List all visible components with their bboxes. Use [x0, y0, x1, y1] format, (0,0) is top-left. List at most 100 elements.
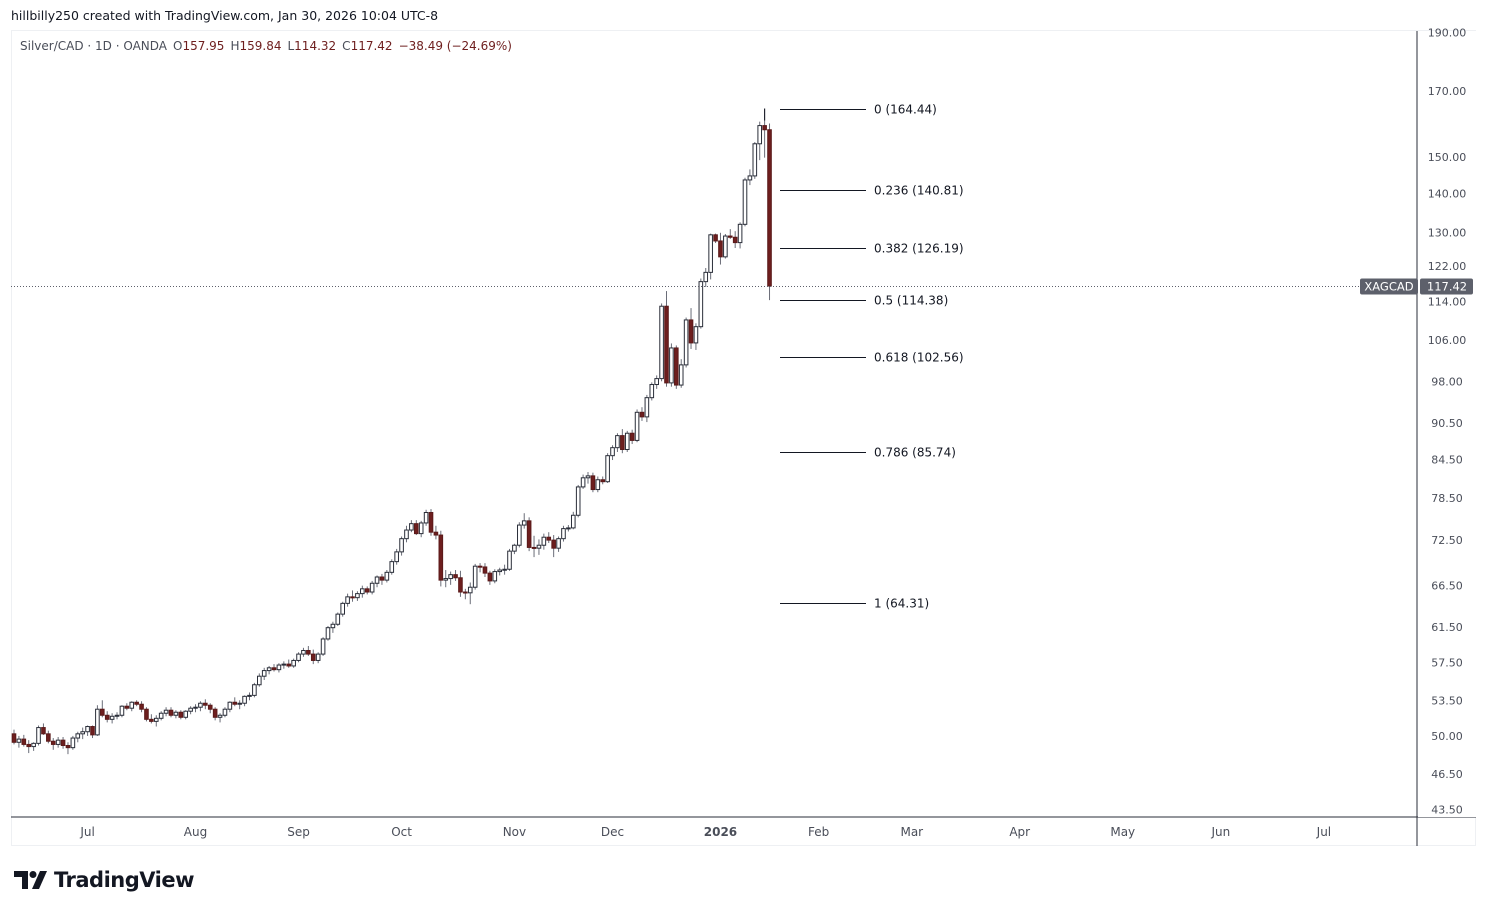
candle-body-up [188, 707, 193, 712]
candle [80, 727, 85, 740]
last-price-badge [1420, 278, 1473, 295]
candle-body-up [360, 588, 365, 595]
candle [541, 533, 547, 550]
candle-body-down [727, 235, 733, 238]
candle-body-up [222, 708, 228, 716]
price-tick-label: 106.00 [1428, 334, 1467, 347]
candle-body-up [610, 447, 615, 457]
candle-body-down [379, 576, 385, 581]
candle-body-up [389, 561, 395, 573]
candle [330, 621, 336, 633]
candle-body-up [708, 234, 713, 273]
candle [310, 649, 316, 665]
candle [639, 407, 645, 421]
candle [413, 520, 419, 536]
candle-body-up [75, 733, 81, 739]
price-tick-label: 130.00 [1428, 226, 1467, 239]
time-tick-label: Sep [287, 825, 310, 839]
price-tick-label: 140.00 [1428, 187, 1467, 200]
candle-body-down [600, 479, 606, 483]
candle [634, 409, 640, 443]
candle-body-down [664, 305, 669, 384]
candle [355, 591, 360, 601]
candle-body-up [384, 571, 390, 581]
candle [36, 725, 41, 746]
time-tick-label: 2026 [704, 825, 737, 839]
candle [482, 563, 488, 577]
candle [394, 548, 399, 565]
candle [252, 682, 257, 698]
price-tick-label: 57.50 [1431, 656, 1463, 669]
candle [70, 735, 76, 750]
price-tick-label: 66.50 [1431, 580, 1463, 593]
last-price-marker: XAGCAD 117.42 [11, 278, 1473, 295]
candle [649, 382, 655, 401]
candle-body-down [526, 520, 532, 548]
candle [732, 231, 738, 249]
candle-body-up [536, 544, 542, 549]
candle [203, 699, 208, 710]
candle-body-down [620, 435, 625, 451]
candle-body-up [556, 538, 561, 549]
attribution-text: hillbilly250 created with TradingView.co… [11, 8, 439, 23]
candle-body-up [16, 738, 22, 743]
candle [21, 734, 27, 747]
time-axis: Jul Aug Sep Oct Nov Dec 2026 Feb Mar Apr May Jun Jul [79, 825, 1331, 839]
candle [281, 661, 287, 669]
price-tick-label: 78.50 [1431, 492, 1463, 505]
candle [551, 535, 556, 558]
candle [556, 536, 561, 552]
price-tick-label: 122.00 [1428, 260, 1467, 273]
price-tick-label: 53.50 [1431, 694, 1463, 707]
candle [65, 742, 71, 755]
candle [271, 664, 277, 672]
candle [114, 712, 120, 720]
candle-body-down [413, 523, 419, 535]
candle [727, 229, 733, 239]
candle [698, 278, 704, 329]
candle [546, 532, 552, 544]
candle [242, 695, 247, 707]
candle-body-up [291, 659, 296, 667]
candle [502, 564, 507, 575]
time-tick-label: Feb [808, 825, 829, 839]
candle [109, 713, 115, 724]
candle-body-down [50, 740, 56, 745]
candle-body-down [718, 240, 723, 258]
time-tick-label: Jun [1211, 825, 1231, 839]
axis-lines [11, 31, 1476, 846]
candle [104, 711, 110, 723]
candle [237, 700, 242, 710]
candle [683, 317, 689, 368]
fib-level-label: 0.5 (114.38) [874, 294, 948, 308]
candle [517, 522, 522, 548]
candle-body-down [203, 702, 208, 706]
candle-body-up [541, 536, 547, 546]
candle [409, 520, 414, 533]
candle [477, 563, 483, 573]
candle-body-up [330, 623, 336, 629]
candle-body-up [698, 281, 704, 328]
candle-body-up [55, 739, 61, 745]
candle-body-up [183, 710, 189, 718]
candle [144, 707, 149, 722]
candle [296, 652, 301, 663]
candle [291, 658, 296, 668]
candle [566, 525, 571, 532]
candle-body-up [757, 125, 763, 145]
candle [620, 429, 625, 454]
candle-body-up [276, 664, 282, 671]
candle [50, 738, 56, 750]
candle [193, 704, 198, 713]
fib-level-label: 0 (164.44) [874, 103, 937, 117]
candle-body-down [531, 546, 537, 549]
time-tick-label: May [1110, 825, 1135, 839]
candle-body-up [296, 653, 301, 661]
price-tick-label: 72.50 [1431, 534, 1463, 547]
candle-body-up [80, 731, 85, 735]
tradingview-logo[interactable]: TradingView [14, 868, 194, 892]
candle-body-up [70, 737, 76, 749]
time-tick-label: Mar [900, 825, 923, 839]
candle [232, 697, 238, 707]
